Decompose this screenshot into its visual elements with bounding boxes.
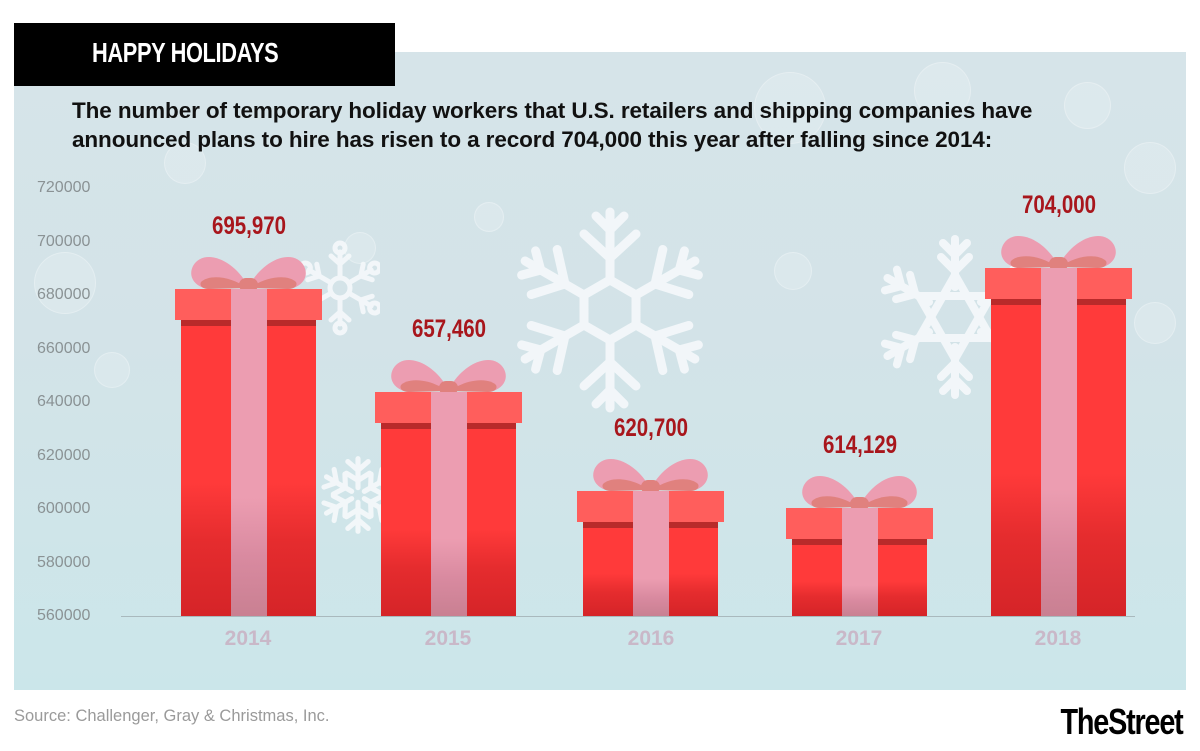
snowflake-icon — [505, 207, 715, 415]
y-tick-label: 560000 — [37, 607, 91, 624]
x-tick-label: 2017 — [835, 627, 883, 650]
bokeh-bubble — [474, 202, 504, 232]
gift-ribbon-lid — [633, 490, 669, 522]
bow-icon — [191, 257, 306, 293]
title-banner: HAPPY HOLIDAYS — [14, 23, 395, 86]
x-tick-label: 2014 — [224, 627, 272, 650]
y-tick-label: 700000 — [37, 232, 91, 250]
snowflake-icon — [875, 235, 1035, 402]
gift-ribbon-lid — [842, 508, 878, 540]
bokeh-bubble — [94, 352, 130, 388]
snowflake-icon — [300, 240, 380, 338]
gift-bar-2018 — [985, 231, 1132, 616]
bokeh-bubble — [344, 232, 376, 264]
y-tick-label: 680000 — [37, 286, 91, 303]
y-tick-label: 640000 — [37, 393, 91, 410]
value-label: 704,000 — [1021, 190, 1096, 219]
gift-ribbon-lid — [431, 392, 467, 424]
bokeh-bubble — [1124, 142, 1176, 194]
bokeh-bubble — [34, 252, 96, 314]
gift-ribbon — [1041, 298, 1077, 616]
gift-bar-2014 — [175, 252, 322, 616]
gift-ribbon-lid — [231, 289, 267, 321]
y-tick-label: 600000 — [37, 500, 91, 517]
y-tick-label: 620000 — [37, 446, 91, 464]
gift-bar-2016 — [577, 454, 724, 616]
gift-bar-2015 — [375, 355, 522, 616]
gift-ribbon-lid — [1041, 267, 1077, 299]
bow-icon — [391, 360, 506, 396]
y-tick-label: 720000 — [37, 179, 91, 196]
bow-icon — [1001, 235, 1116, 271]
gift-bar-2017 — [786, 471, 933, 616]
subtitle-line-1: The number of temporary holiday workers … — [72, 98, 1033, 123]
bokeh-bubble — [914, 62, 971, 119]
gift-ribbon — [633, 521, 669, 616]
value-label: 614,129 — [822, 431, 897, 460]
x-tick-label: 2018 — [1034, 627, 1082, 650]
gift-ribbon — [431, 423, 467, 616]
value-label: 695,970 — [211, 212, 286, 241]
snowflake-icon — [318, 456, 398, 550]
value-label: 620,700 — [613, 413, 688, 442]
x-axis-line — [121, 616, 1135, 617]
thestreet-logo: TheStreet — [1060, 701, 1184, 742]
x-tick-label: 2015 — [424, 627, 472, 650]
y-tick-label: 580000 — [37, 553, 91, 571]
gift-ribbon — [842, 539, 878, 616]
chart-title: HAPPY HOLIDAYS — [92, 37, 279, 68]
bokeh-bubble — [1134, 302, 1176, 344]
bow-icon — [802, 476, 917, 512]
bokeh-bubble — [164, 142, 206, 184]
bow-icon — [593, 458, 708, 494]
source-note: Source: Challenger, Gray & Christmas, In… — [14, 707, 330, 725]
bokeh-bubble — [774, 252, 812, 290]
gift-ribbon — [231, 320, 267, 616]
chart-subtitle: The number of temporary holiday workers … — [72, 96, 1072, 154]
y-tick-label: 660000 — [37, 339, 91, 357]
x-tick-label: 2016 — [627, 627, 675, 650]
bokeh-bubble — [1064, 82, 1111, 129]
subtitle-line-2: announced plans to hire has risen to a r… — [72, 127, 993, 152]
bokeh-bubble — [754, 72, 826, 144]
value-label: 657,460 — [411, 315, 486, 344]
